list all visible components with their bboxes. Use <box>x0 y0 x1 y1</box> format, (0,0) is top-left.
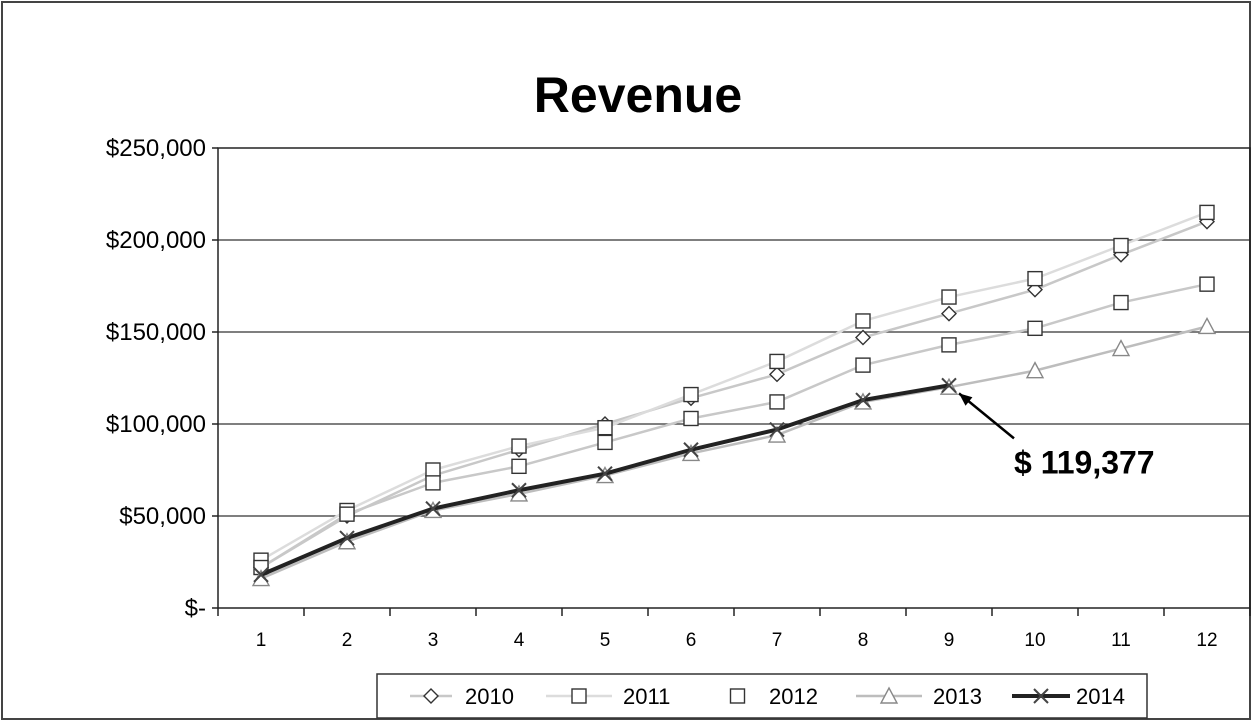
legend-label: 2011 <box>623 684 670 709</box>
data-point <box>941 289 957 305</box>
marker-stroke <box>597 465 613 482</box>
legend-marker <box>423 688 439 704</box>
data-point <box>511 438 527 454</box>
annotation-label: $ 119,377 <box>1014 444 1155 480</box>
data-point <box>1197 316 1217 335</box>
data-point <box>425 462 441 478</box>
y-tick-label: $100,000 <box>106 411 206 438</box>
legend-marker <box>571 688 587 704</box>
x-tick-label: 5 <box>600 630 611 651</box>
data-point <box>339 530 355 546</box>
marker-stroke <box>769 421 785 438</box>
annotation-arrow-head <box>959 393 973 406</box>
legend-item-2011: 2011 <box>546 684 670 709</box>
data-point <box>1199 276 1215 292</box>
data-point <box>425 500 441 517</box>
data-point <box>597 434 613 451</box>
data-point <box>941 337 957 353</box>
data-point <box>769 353 785 370</box>
annotation-layer: $ 119,377 <box>958 392 1155 480</box>
series-2012 <box>253 276 1215 576</box>
legend-marker <box>879 686 899 704</box>
data-point <box>1027 320 1043 337</box>
data-point <box>425 475 441 491</box>
x-tick-label: 9 <box>944 630 955 651</box>
marker-stroke <box>511 482 527 498</box>
marker-stroke <box>855 392 871 408</box>
data-point <box>339 506 355 522</box>
legend: 2010 2011 2012 2013 2014 <box>376 673 1148 719</box>
x-tick-label: 1 <box>256 630 267 651</box>
legend-item-2012: 2012 <box>729 684 818 709</box>
data-point <box>1199 204 1215 221</box>
legend-box <box>376 673 1148 719</box>
x-tick-label: 10 <box>1024 630 1045 651</box>
data-point <box>855 329 871 346</box>
data-point <box>597 419 613 436</box>
marker-stroke <box>425 500 441 517</box>
data-point <box>1111 339 1131 357</box>
legend-label: 2013 <box>933 684 982 709</box>
data-point <box>511 482 527 498</box>
series-line <box>260 211 1208 562</box>
data-point <box>769 421 785 438</box>
legend-item-2010: 2010 <box>410 684 514 709</box>
data-point <box>1113 237 1129 254</box>
series-line <box>260 282 1208 569</box>
y-axis: $- $50,000 $100,000 $150,000 $200,000 $250,00… <box>106 135 218 622</box>
data-point <box>855 357 871 373</box>
y-tick-label: $200,000 <box>106 227 206 254</box>
marker-stroke <box>683 442 699 458</box>
legend-label: 2012 <box>769 684 818 709</box>
data-point <box>855 313 871 329</box>
x-tick-label: 8 <box>858 630 869 651</box>
y-tick-label: $50,000 <box>119 503 206 530</box>
annotation: $ 119,377 <box>958 392 1155 480</box>
data-point <box>683 442 699 458</box>
series-2014 <box>253 377 957 583</box>
data-point <box>683 410 699 427</box>
series-line <box>260 325 1208 580</box>
data-point <box>511 458 527 475</box>
marker-stroke <box>339 530 355 546</box>
y-tick-label: $- <box>185 595 206 622</box>
x-axis: 1 2 3 4 5 6 7 8 9 10 11 12 <box>217 608 1251 651</box>
data-point <box>855 392 871 408</box>
series-line <box>260 220 1208 569</box>
x-tick-label: 4 <box>514 630 525 651</box>
data-point <box>941 377 957 394</box>
x-tick-label: 11 <box>1111 630 1131 651</box>
data-point <box>597 465 613 482</box>
y-tick-label: $250,000 <box>106 135 206 162</box>
legend-marker <box>729 688 746 704</box>
gridlines <box>218 239 1250 517</box>
x-tick-label: 6 <box>686 630 697 651</box>
marker-stroke <box>1033 688 1049 704</box>
legend-label: 2010 <box>465 684 514 709</box>
data-point <box>683 386 699 403</box>
y-tick-label: $150,000 <box>106 319 206 346</box>
chart-title: Revenue <box>534 67 742 123</box>
data-point <box>1025 361 1045 379</box>
data-point <box>1027 270 1043 287</box>
series-layer <box>251 204 1217 587</box>
legend-marker <box>1033 688 1049 704</box>
x-tick-label: 2 <box>342 630 353 651</box>
data-point <box>1113 294 1129 311</box>
x-tick-label: 7 <box>772 630 783 651</box>
marker-stroke <box>253 567 269 583</box>
data-point <box>253 567 269 583</box>
data-point <box>769 366 785 383</box>
data-point <box>769 394 785 410</box>
legend-item-2013: 2013 <box>856 684 982 709</box>
x-tick-label: 3 <box>428 630 439 651</box>
x-tick-label: 12 <box>1196 630 1217 651</box>
legend-label: 2014 <box>1076 684 1125 709</box>
legend-item-2014: 2014 <box>1012 684 1125 709</box>
data-point <box>941 305 957 322</box>
marker-stroke <box>941 377 957 394</box>
